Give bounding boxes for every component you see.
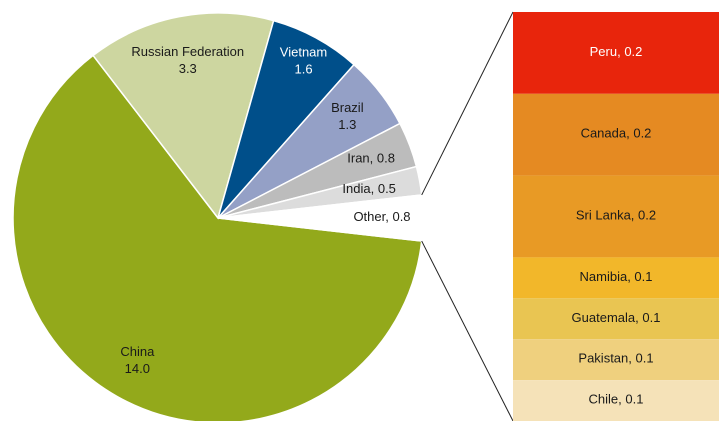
- slice-label: China 14.0: [120, 344, 155, 376]
- segment-name: Guatemala: [572, 310, 636, 325]
- segment-value: 0.2: [633, 126, 651, 141]
- pie-slice: [92, 12, 275, 220]
- pie-slice: [12, 54, 423, 421]
- bar-segment: [513, 339, 719, 381]
- bar-segment: [513, 257, 719, 299]
- label-separator: ,: [617, 44, 624, 59]
- slice-label: Russian Federation 3.3: [131, 44, 244, 76]
- slice-value: 14.0: [125, 361, 150, 376]
- segment-name: Namibia: [580, 269, 628, 284]
- bar-segment: [513, 12, 719, 94]
- slice-label: Iran, 0.8: [347, 151, 395, 166]
- segment-label: Peru, 0.2: [590, 44, 643, 59]
- slice-value: 3.3: [179, 61, 197, 76]
- slice-value: 1.3: [338, 118, 356, 133]
- slice-label: India, 0.5: [342, 181, 396, 196]
- segment-label: Sri Lanka, 0.2: [576, 208, 656, 223]
- label-separator: ,: [370, 151, 377, 166]
- label-separator: ,: [385, 209, 392, 224]
- slice-name: Iran: [347, 151, 369, 166]
- segment-label: Pakistan, 0.1: [578, 351, 653, 366]
- segment-label: Guatemala, 0.1: [572, 310, 661, 325]
- label-separator: ,: [618, 392, 625, 407]
- slice-label: Other, 0.8: [353, 209, 410, 224]
- label-separator: ,: [371, 181, 378, 196]
- slice-label: Vietnam 1.6: [280, 45, 327, 77]
- segment-value: 0.1: [625, 392, 643, 407]
- segment-name: Peru: [590, 44, 617, 59]
- segment-value: 0.1: [634, 269, 652, 284]
- bar-segment: [513, 175, 719, 258]
- segment-name: Pakistan: [578, 351, 628, 366]
- segment-label: Chile, 0.1: [589, 392, 644, 407]
- segment-label: Canada, 0.2: [581, 126, 652, 141]
- segment-name: Canada: [581, 126, 627, 141]
- slice-value: 0.8: [392, 209, 410, 224]
- slice-name: Russian Federation: [131, 44, 244, 59]
- segment-value: 0.1: [636, 351, 654, 366]
- segment-name: Sri Lanka: [576, 208, 632, 223]
- slice-name: Brazil: [331, 101, 364, 116]
- label-separator: ,: [626, 126, 633, 141]
- label-separator: ,: [631, 208, 638, 223]
- segment-value: 0.1: [642, 310, 660, 325]
- slice-name: Vietnam: [280, 45, 327, 60]
- slice-value: 1.6: [294, 62, 312, 77]
- bar-segment: [513, 93, 719, 176]
- slice-name: India: [342, 181, 371, 196]
- bar-segment: [513, 380, 719, 421]
- label-separator: ,: [635, 310, 642, 325]
- label-separator: ,: [628, 351, 635, 366]
- connector-line: [421, 11, 514, 196]
- slice-value: 0.5: [378, 181, 396, 196]
- segment-label: Namibia, 0.1: [580, 269, 653, 284]
- connector-line: [421, 240, 514, 421]
- slice-name: Other: [353, 209, 386, 224]
- segment-value: 0.2: [638, 208, 656, 223]
- slice-label: Brazil 1.3: [331, 101, 364, 133]
- slice-name: China: [120, 344, 155, 359]
- label-separator: ,: [627, 269, 634, 284]
- segment-value: 0.2: [624, 44, 642, 59]
- pie-slice: [217, 194, 424, 242]
- slice-value: 0.8: [377, 151, 395, 166]
- segment-name: Chile: [589, 392, 619, 407]
- bar-segment: [513, 298, 719, 340]
